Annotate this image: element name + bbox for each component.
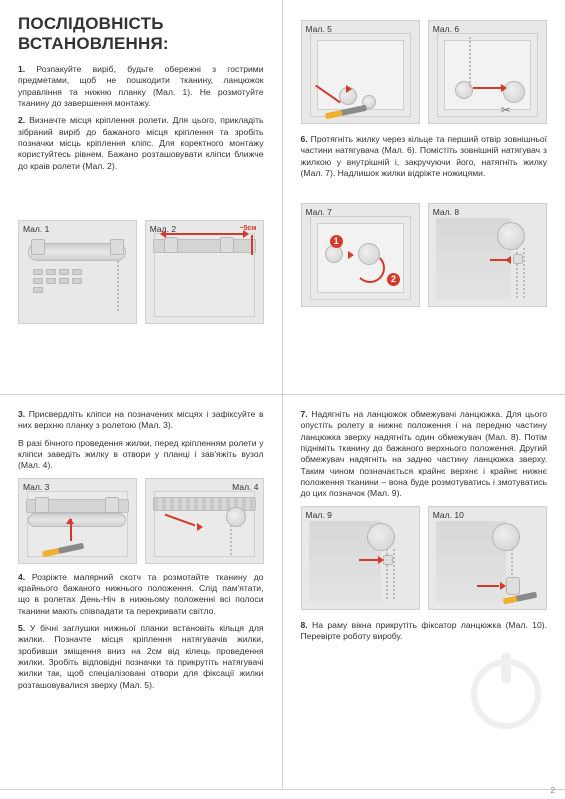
step-3a: 3. Присвердліть кліпси на позначених міс… — [18, 409, 264, 432]
badge-1: 1 — [330, 235, 343, 248]
figure-3: Мал. 3 — [18, 478, 137, 564]
figure-3-label: Мал. 3 — [23, 482, 49, 492]
step-4: 4. Розріжте малярний скотч та розмотайте… — [18, 572, 264, 617]
figure-6: Мал. 6 ✂ — [428, 20, 547, 124]
figure-8-label: Мал. 8 — [433, 207, 459, 217]
figure-10: Мал. 10 — [428, 506, 547, 610]
figure-1: Мал. 1 — [18, 220, 137, 324]
quadrant-bottom-left: 3. Присвердліть кліпси на позначених міс… — [0, 395, 283, 790]
figure-7-label: Мал. 7 — [306, 207, 332, 217]
page-title: ПОСЛІДОВНІСТЬ ВСТАНОВЛЕННЯ: — [18, 14, 264, 54]
step-3b: В разі бічного проведення жилки, перед к… — [18, 438, 264, 472]
quadrant-bottom-right: 7. Надягніть на ланцюжок обмежувачі ланц… — [283, 395, 565, 790]
quadrant-top-right: Мал. 5 Мал. 6 ✂ 6. Протягніть жилку чере… — [283, 0, 565, 395]
figure-2: Мал. 2 ~5см — [145, 220, 264, 324]
step-8: 8. На раму вікна прикрутіть фіксатор лан… — [301, 620, 548, 643]
figure-4: Мал. 4 — [145, 478, 264, 564]
badge-2: 2 — [387, 273, 400, 286]
figure-6-label: Мал. 6 — [433, 24, 459, 34]
figure-5: Мал. 5 — [301, 20, 420, 124]
step-5: 5. У бічні заглушки нижньої планки встан… — [18, 623, 264, 691]
step-2: 2. Визначте місця кріплення ролети. Для … — [18, 115, 264, 172]
figure-1-label: Мал. 1 — [23, 224, 49, 234]
figure-9-label: Мал. 9 — [306, 510, 332, 520]
watermark-icon — [471, 659, 541, 729]
figure-9: Мал. 9 — [301, 506, 420, 610]
figure-8: Мал. 8 — [428, 203, 547, 307]
figure-7: Мал. 7 1 2 — [301, 203, 420, 307]
page-number: 2 — [551, 786, 555, 795]
scissors-icon: ✂ — [501, 103, 511, 117]
figure-4-label: Мал. 4 — [232, 482, 258, 492]
quadrant-top-left: ПОСЛІДОВНІСТЬ ВСТАНОВЛЕННЯ: 1. Розпакуйт… — [0, 0, 283, 395]
step-1: 1. Розпакуйте виріб, будьте обережні з г… — [18, 64, 264, 109]
figure-10-label: Мал. 10 — [433, 510, 464, 520]
figure-5-label: Мал. 5 — [306, 24, 332, 34]
dimension-5cm: ~5см — [239, 225, 256, 232]
step-7: 7. Надягніть на ланцюжок обмежувачі ланц… — [301, 409, 548, 500]
figure-2-label: Мал. 2 — [150, 224, 176, 234]
step-6: 6. Протягніть жилку через кільце та перш… — [301, 134, 548, 179]
